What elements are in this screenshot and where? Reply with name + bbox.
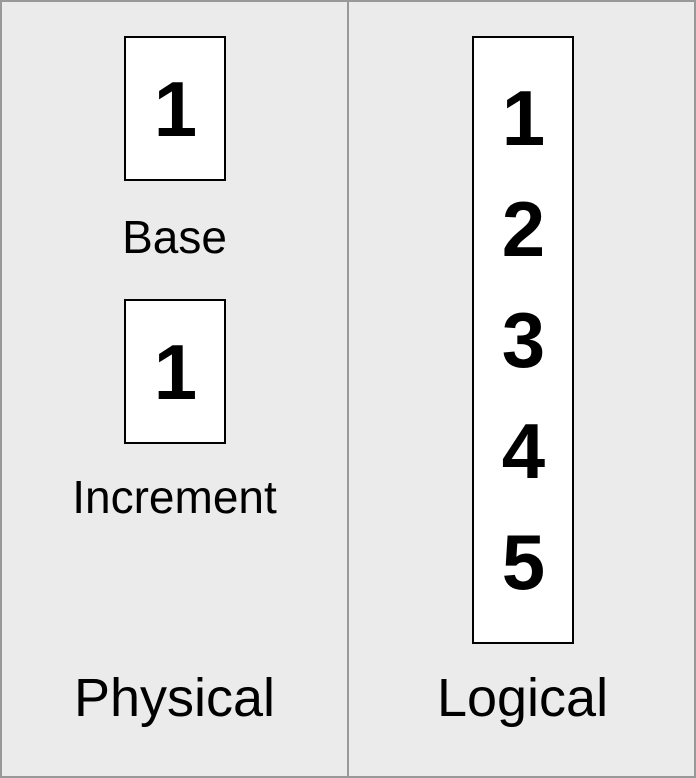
increment-value: 1 (153, 327, 197, 416)
base-box: 1 (124, 36, 226, 181)
logical-value-4: 4 (501, 407, 545, 495)
logical-panel-title: Logical (436, 668, 609, 728)
base-value: 1 (153, 64, 197, 153)
logical-value-1: 1 (501, 74, 545, 162)
increment-box: 1 (124, 299, 226, 444)
logical-value-5: 5 (501, 518, 545, 606)
panel-divider (347, 2, 349, 776)
logical-value-3: 3 (501, 296, 545, 384)
base-caption: Base (122, 211, 227, 263)
increment-caption: Increment (72, 471, 277, 523)
logical-value-2: 2 (501, 185, 545, 273)
logical-box: 1 2 3 4 5 (472, 36, 574, 644)
physical-panel-title: Physical (73, 668, 276, 728)
